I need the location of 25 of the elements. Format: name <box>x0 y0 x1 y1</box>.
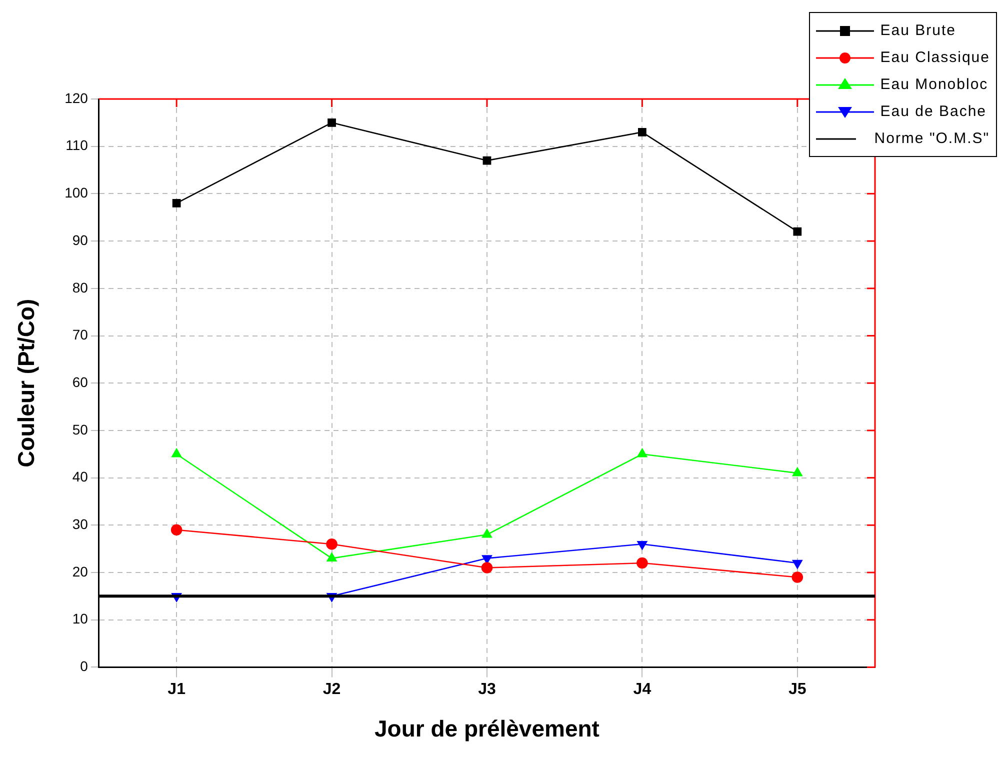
legend-label: Eau Monobloc <box>880 76 988 93</box>
x-tick-label: J2 <box>322 681 341 698</box>
y-axis-title: Couleur (Pt/Co) <box>13 298 40 468</box>
x-tick-label: J4 <box>633 681 652 698</box>
x-tick-label: J3 <box>478 681 496 698</box>
y-tick-label: 120 <box>64 90 88 106</box>
x-tick-label: J1 <box>168 681 186 698</box>
y-tick-label: 40 <box>72 468 88 485</box>
legend-label: Eau de Bache <box>880 103 987 120</box>
y-tick-label: 0 <box>80 658 88 674</box>
legend-label: Norme "O.M.S" <box>874 130 990 147</box>
y-tick-label: 100 <box>64 184 88 201</box>
x-axis-title: Jour de prélèvement <box>374 716 600 742</box>
legend-label: Eau Classique <box>880 49 990 66</box>
y-tick-label: 10 <box>72 610 88 627</box>
y-tick-label: 20 <box>72 563 88 580</box>
y-tick-label: 80 <box>72 279 88 296</box>
x-tick-label: J5 <box>788 681 806 698</box>
y-tick-label: 30 <box>72 516 88 532</box>
y-tick-label: 70 <box>72 326 88 343</box>
y-tick-label: 90 <box>72 232 88 248</box>
y-tick-label: 60 <box>72 374 88 390</box>
y-tick-label: 50 <box>72 421 88 438</box>
legend-label: Eau Brute <box>880 22 956 39</box>
y-tick-label: 110 <box>66 137 88 154</box>
